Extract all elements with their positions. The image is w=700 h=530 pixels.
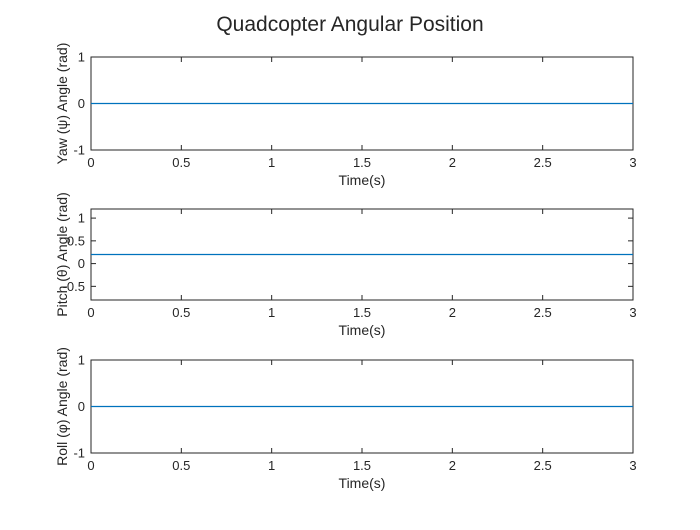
pitch-x-tick-label: 2 [449,305,456,320]
pitch-x-tick-label: 3 [629,305,636,320]
yaw-y-tick-label: 1 [78,50,85,65]
pitch-y-tick-label: 1 [78,211,85,226]
figure-title: Quadcopter Angular Position [216,13,483,36]
yaw-y-tick-label: -1 [73,143,85,158]
pitch-x-tick-label: 0.5 [172,305,190,320]
yaw-x-tick-label: 1.5 [353,155,371,170]
roll-y-tick-label: 1 [78,353,85,368]
yaw-x-tick-label: 3 [629,155,636,170]
pitch-x-tick-label: 2.5 [534,305,552,320]
roll-x-tick-label: 0.5 [172,458,190,473]
pitch-x-tick-label: 0 [87,305,94,320]
pitch-y-tick-label: -0.5 [63,279,85,294]
roll-x-tick-label: 2 [449,458,456,473]
roll-x-tick-label: 0 [87,458,94,473]
roll-x-axis-label: Time(s) [339,475,386,491]
roll-x-tick-label: 1.5 [353,458,371,473]
yaw-x-tick-label: 0.5 [172,155,190,170]
pitch-x-axis-label: Time(s) [339,322,386,338]
roll-x-tick-label: 1 [268,458,275,473]
roll-y-axis-label: Roll (φ) Angle (rad) [54,347,70,466]
pitch-x-tick-label: 1.5 [353,305,371,320]
yaw-x-axis-label: Time(s) [339,172,386,188]
roll-y-tick-label: -1 [73,446,85,461]
pitch-y-axis-label: Pitch (θ) Angle (rad) [54,192,70,317]
yaw-x-tick-label: 2 [449,155,456,170]
yaw-y-tick-label: 0 [78,96,85,111]
pitch-y-tick-label: 0.5 [67,233,85,248]
roll-x-tick-label: 3 [629,458,636,473]
yaw-x-tick-label: 2.5 [534,155,552,170]
pitch-y-tick-label: 0 [78,256,85,271]
yaw-x-tick-label: 1 [268,155,275,170]
roll-x-tick-label: 2.5 [534,458,552,473]
yaw-y-axis-label: Yaw (ψ) Angle (rad) [54,43,70,165]
pitch-x-tick-label: 1 [268,305,275,320]
roll-y-tick-label: 0 [78,399,85,414]
yaw-x-tick-label: 0 [87,155,94,170]
